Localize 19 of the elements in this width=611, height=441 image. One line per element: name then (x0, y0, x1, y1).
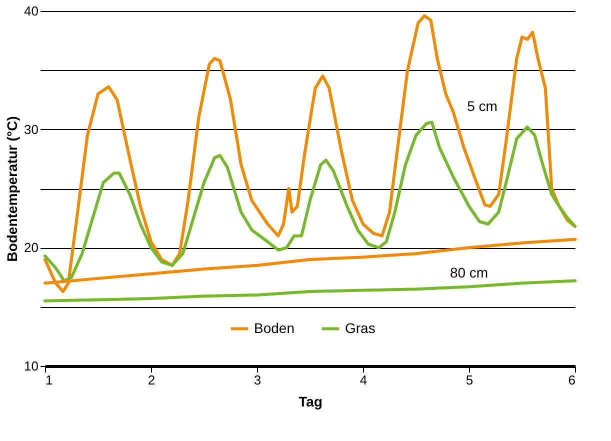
y-axis-title: Bodentemperatur (°C) (4, 116, 20, 262)
y-tick-label: 30 (24, 122, 38, 137)
line-series (44, 279, 576, 302)
y-tick-label: 20 (24, 240, 38, 256)
legend-label: Boden (254, 320, 294, 336)
x-axis-title: Tag (298, 394, 322, 410)
y-tick-label: 10 (24, 358, 38, 374)
x-tick-label: 1 (46, 372, 53, 388)
x-tick-label: 6 (568, 372, 576, 388)
line-series (44, 120, 576, 282)
x-tick-label: 3 (254, 372, 262, 388)
x-tick-label: 2 (148, 372, 156, 388)
annotation: 5 cm (467, 98, 498, 114)
annotation: 80 cm (450, 264, 488, 281)
line-series (44, 14, 576, 293)
x-tick-label: 5 (466, 372, 474, 388)
y-tick-label: 40 (24, 4, 38, 18)
x-tick-label: 4 (360, 372, 368, 388)
legend-label: Gras (345, 320, 376, 336)
